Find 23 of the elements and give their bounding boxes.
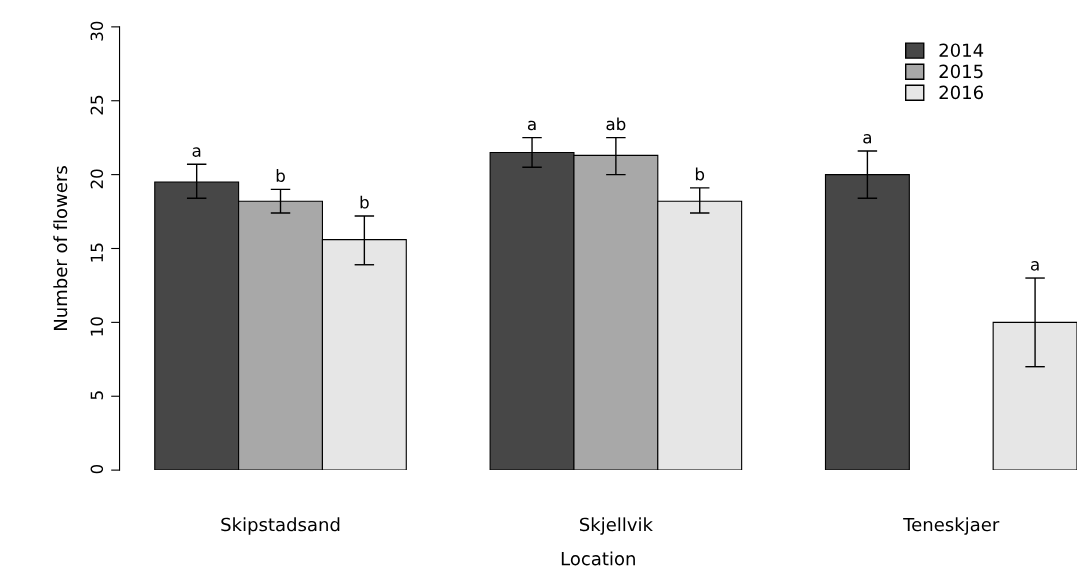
data-label: a bbox=[192, 147, 201, 157]
y-tick-label: 20 bbox=[90, 169, 104, 189]
y-axis-title: Number of flowers bbox=[53, 166, 68, 330]
x-tick-label: Teneskjaer bbox=[903, 517, 1000, 535]
data-label: a bbox=[527, 120, 536, 131]
y-tick-label: 5 bbox=[90, 391, 104, 400]
y-tick-label: 0 bbox=[90, 464, 104, 474]
legend-label: 2016 bbox=[939, 85, 984, 100]
data-label: ab bbox=[606, 117, 626, 131]
y-tick-label: 30 bbox=[90, 21, 104, 41]
legend-label: 2014 bbox=[939, 43, 984, 58]
x-axis-title: Location bbox=[561, 551, 635, 566]
data-label: b bbox=[695, 167, 705, 181]
data-label: a bbox=[1030, 261, 1039, 271]
y-tick-label: 10 bbox=[90, 317, 104, 336]
data-label: b bbox=[276, 169, 285, 182]
y-tick-label: 15 bbox=[90, 243, 104, 262]
legend-label: 2015 bbox=[939, 64, 983, 79]
data-label: b bbox=[360, 195, 369, 209]
x-tick-label: Skipstadsand bbox=[221, 517, 340, 535]
x-tick-label: Skjellvik bbox=[579, 517, 653, 535]
data-label: a bbox=[863, 134, 871, 144]
y-tick-label: 25 bbox=[90, 95, 104, 115]
